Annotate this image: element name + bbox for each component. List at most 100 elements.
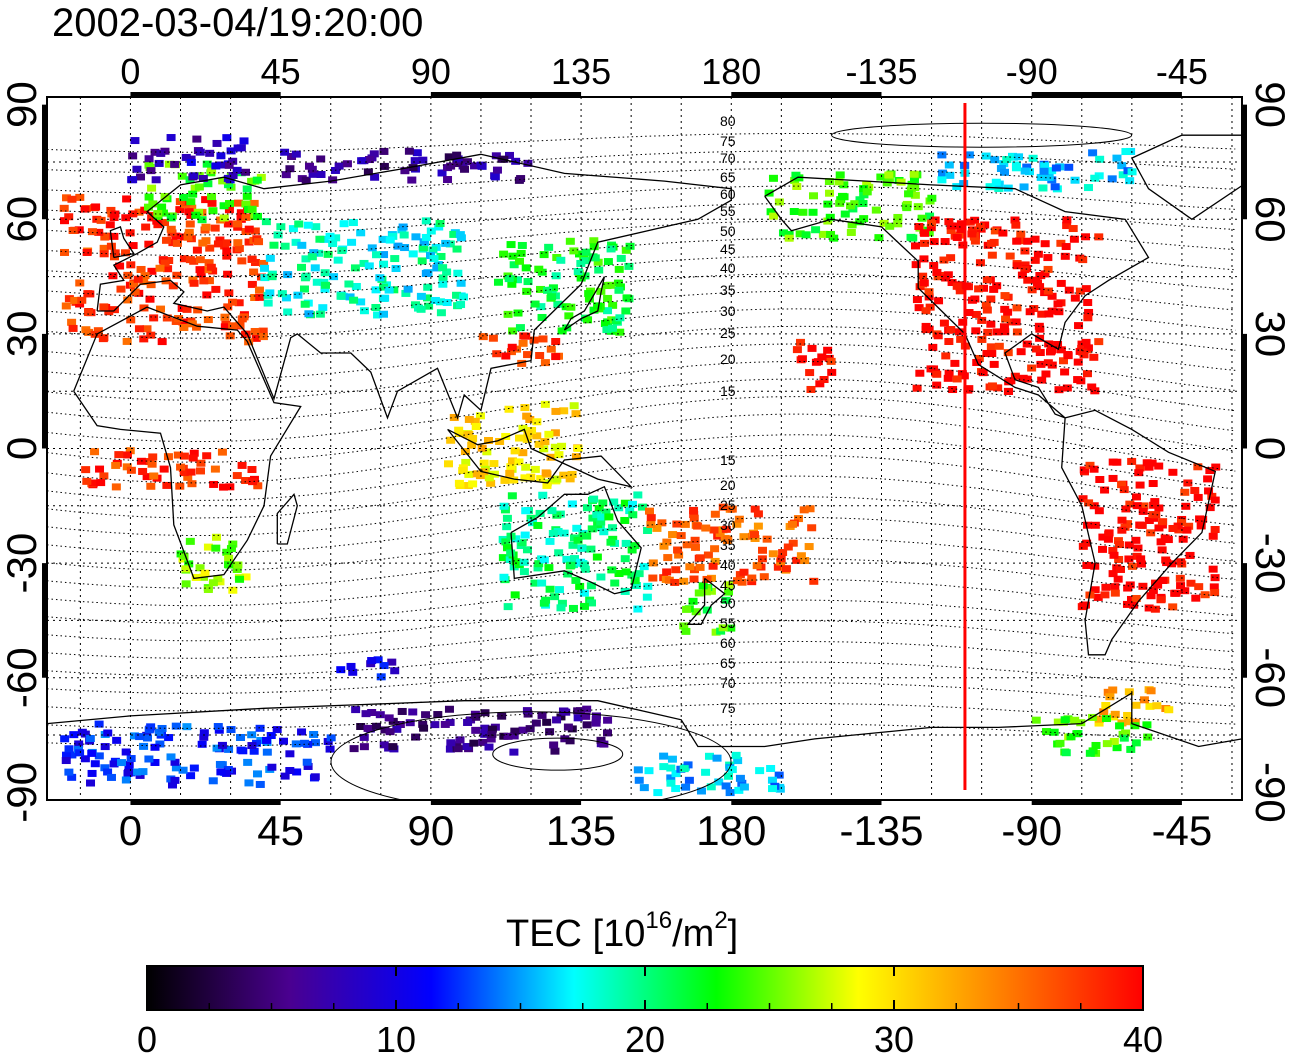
tec-cell (156, 305, 166, 313)
magnetic-latitude-contour (47, 640, 1236, 677)
tec-cell (1041, 370, 1051, 378)
tec-cell (951, 222, 961, 230)
tec-cell (919, 255, 929, 263)
tec-cell (554, 451, 564, 459)
tec-cell (606, 245, 616, 253)
tec-cell (550, 429, 560, 437)
tec-cell (548, 529, 558, 537)
magnetic-latitude-label: 25 (720, 325, 736, 341)
tec-cell (710, 545, 720, 553)
right-latitude-tick-label: -30 (1247, 533, 1292, 594)
tec-cell (982, 306, 992, 314)
tec-cell (1126, 745, 1136, 753)
tec-cell (956, 220, 966, 228)
tec-cell (167, 781, 177, 789)
tec-cell (501, 352, 511, 360)
tec-cell (266, 732, 276, 740)
tec-cell (801, 231, 811, 239)
tec-cell (534, 560, 544, 568)
tec-cell (818, 230, 828, 238)
tec-cell (192, 135, 202, 143)
tec-cell (582, 504, 592, 512)
tec-cell (1142, 459, 1152, 467)
tec-cell (416, 292, 426, 300)
tec-cell (1147, 459, 1157, 467)
tec-cell (291, 238, 301, 246)
tec-cell (149, 314, 159, 322)
tec-cell (591, 719, 601, 727)
tec-cell (1135, 464, 1145, 472)
tec-cell (695, 563, 705, 571)
tec-cell (792, 556, 802, 564)
right-latitude-tick-label: -60 (1247, 647, 1292, 708)
tec-cell (929, 261, 939, 269)
tec-cell (500, 476, 510, 484)
tec-cell (507, 457, 517, 465)
tec-cell (879, 219, 889, 227)
tec-cell (787, 520, 797, 528)
tec-cell (146, 167, 156, 175)
tec-cell (944, 161, 954, 169)
tec-cell (724, 588, 734, 596)
tec-cell (511, 558, 521, 566)
tec-cell (1123, 520, 1133, 528)
tec-cell (154, 728, 164, 736)
tec-cell (667, 755, 677, 763)
tec-cell (163, 265, 173, 273)
tec-cell (249, 268, 259, 276)
tec-cell (212, 744, 222, 752)
tec-cell (1180, 488, 1190, 496)
tec-cell (910, 242, 920, 250)
tec-cell (175, 198, 185, 206)
magnetic-latitude-label: 40 (720, 557, 736, 573)
tec-cell (297, 728, 307, 736)
tec-cell (1045, 348, 1055, 356)
tec-cell (1036, 360, 1046, 368)
tec-cell (1033, 279, 1043, 287)
tec-cell (560, 735, 570, 743)
tec-cell (1070, 294, 1080, 302)
tec-cell (424, 302, 434, 310)
tec-cell (64, 295, 74, 303)
tec-cell (1149, 501, 1159, 509)
tec-cell (1110, 710, 1120, 718)
tec-cell (913, 203, 923, 211)
tec-cell (320, 285, 330, 293)
tec-cell (1146, 529, 1156, 537)
tec-cell (1136, 560, 1146, 568)
tec-cell (311, 223, 321, 231)
tec-cell (128, 242, 138, 250)
tec-cell (133, 275, 143, 283)
tec-cell (458, 293, 468, 301)
tec-cell (144, 240, 154, 248)
tec-cell (237, 315, 247, 323)
tec-cell (1083, 521, 1093, 529)
tec-cell (549, 741, 559, 749)
tec-cell (876, 173, 886, 181)
tec-cell (516, 175, 526, 183)
tec-cell (215, 236, 225, 244)
tec-cell (241, 200, 251, 208)
magnetic-latitude-contours (47, 122, 1236, 800)
tec-cell (1133, 544, 1143, 552)
tec-cell (228, 171, 238, 179)
tec-cell (1104, 529, 1114, 537)
tec-cell (1089, 465, 1099, 473)
tec-cell (261, 218, 271, 226)
tec-cell (673, 546, 683, 554)
tec-cell (1095, 475, 1105, 483)
tec-cell (105, 221, 115, 229)
magnetic-latitude-label: 80 (720, 113, 736, 129)
tec-cell (531, 719, 541, 727)
colorbar-label-unit: /m (672, 913, 714, 955)
tec-cell (556, 604, 566, 612)
tec-cell (1117, 516, 1127, 524)
tec-cell (1031, 345, 1041, 353)
tec-cell (909, 176, 919, 184)
tec-cell (811, 358, 821, 366)
tec-cell (265, 254, 275, 262)
tec-cell (303, 762, 313, 770)
tec-cell (750, 534, 760, 542)
tec-cell (202, 160, 212, 168)
tec-cell (1030, 256, 1040, 264)
